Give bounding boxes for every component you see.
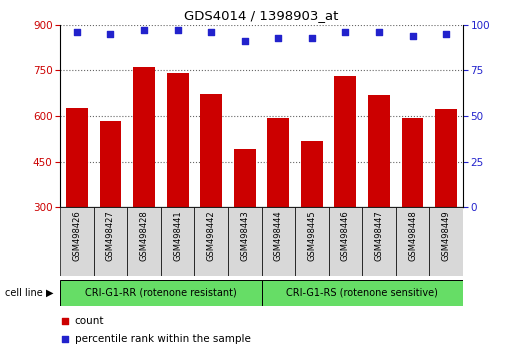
Text: GSM498448: GSM498448 <box>408 211 417 261</box>
Bar <box>94 207 127 276</box>
Bar <box>396 207 429 276</box>
Text: GDS4014 / 1398903_at: GDS4014 / 1398903_at <box>184 9 339 22</box>
Bar <box>262 207 295 276</box>
Point <box>308 35 316 40</box>
Text: ▶: ▶ <box>46 288 53 298</box>
Bar <box>362 207 396 276</box>
Text: GSM498443: GSM498443 <box>240 211 249 261</box>
Point <box>274 35 282 40</box>
Bar <box>368 95 390 207</box>
Text: percentile rank within the sample: percentile rank within the sample <box>75 334 251 344</box>
Bar <box>60 280 262 306</box>
Point <box>106 31 115 37</box>
Text: CRI-G1-RR (rotenone resistant): CRI-G1-RR (rotenone resistant) <box>85 288 237 298</box>
Bar <box>335 76 356 207</box>
Point <box>375 29 383 35</box>
Point <box>207 29 215 35</box>
Bar <box>429 207 463 276</box>
Bar <box>200 94 222 207</box>
Bar <box>402 118 424 207</box>
Text: GSM498444: GSM498444 <box>274 211 283 261</box>
Text: GSM498449: GSM498449 <box>441 211 451 261</box>
Bar <box>228 207 262 276</box>
Text: GSM498445: GSM498445 <box>308 211 316 261</box>
Text: GSM498428: GSM498428 <box>140 211 149 261</box>
Text: GSM498447: GSM498447 <box>374 211 383 261</box>
Bar <box>262 280 463 306</box>
Point <box>61 336 69 342</box>
Bar <box>133 67 155 207</box>
Bar <box>127 207 161 276</box>
Bar <box>328 207 362 276</box>
Point <box>140 27 148 33</box>
Point <box>61 319 69 324</box>
Point <box>341 29 349 35</box>
Point <box>442 31 450 37</box>
Bar <box>301 142 323 207</box>
Bar <box>167 73 188 207</box>
Text: GSM498426: GSM498426 <box>72 211 82 261</box>
Point <box>73 29 81 35</box>
Point <box>241 38 249 44</box>
Text: GSM498441: GSM498441 <box>173 211 182 261</box>
Text: cell line: cell line <box>5 288 43 298</box>
Bar <box>60 207 94 276</box>
Text: GSM498442: GSM498442 <box>207 211 215 261</box>
Point <box>408 33 417 39</box>
Bar <box>161 207 195 276</box>
Bar <box>234 149 256 207</box>
Bar <box>295 207 328 276</box>
Point <box>174 27 182 33</box>
Text: GSM498446: GSM498446 <box>341 211 350 261</box>
Bar <box>435 109 457 207</box>
Bar <box>267 118 289 207</box>
Text: GSM498427: GSM498427 <box>106 211 115 261</box>
Text: CRI-G1-RS (rotenone sensitive): CRI-G1-RS (rotenone sensitive) <box>286 288 438 298</box>
Text: count: count <box>75 316 104 326</box>
Bar <box>195 207 228 276</box>
Bar <box>99 121 121 207</box>
Bar <box>66 108 88 207</box>
